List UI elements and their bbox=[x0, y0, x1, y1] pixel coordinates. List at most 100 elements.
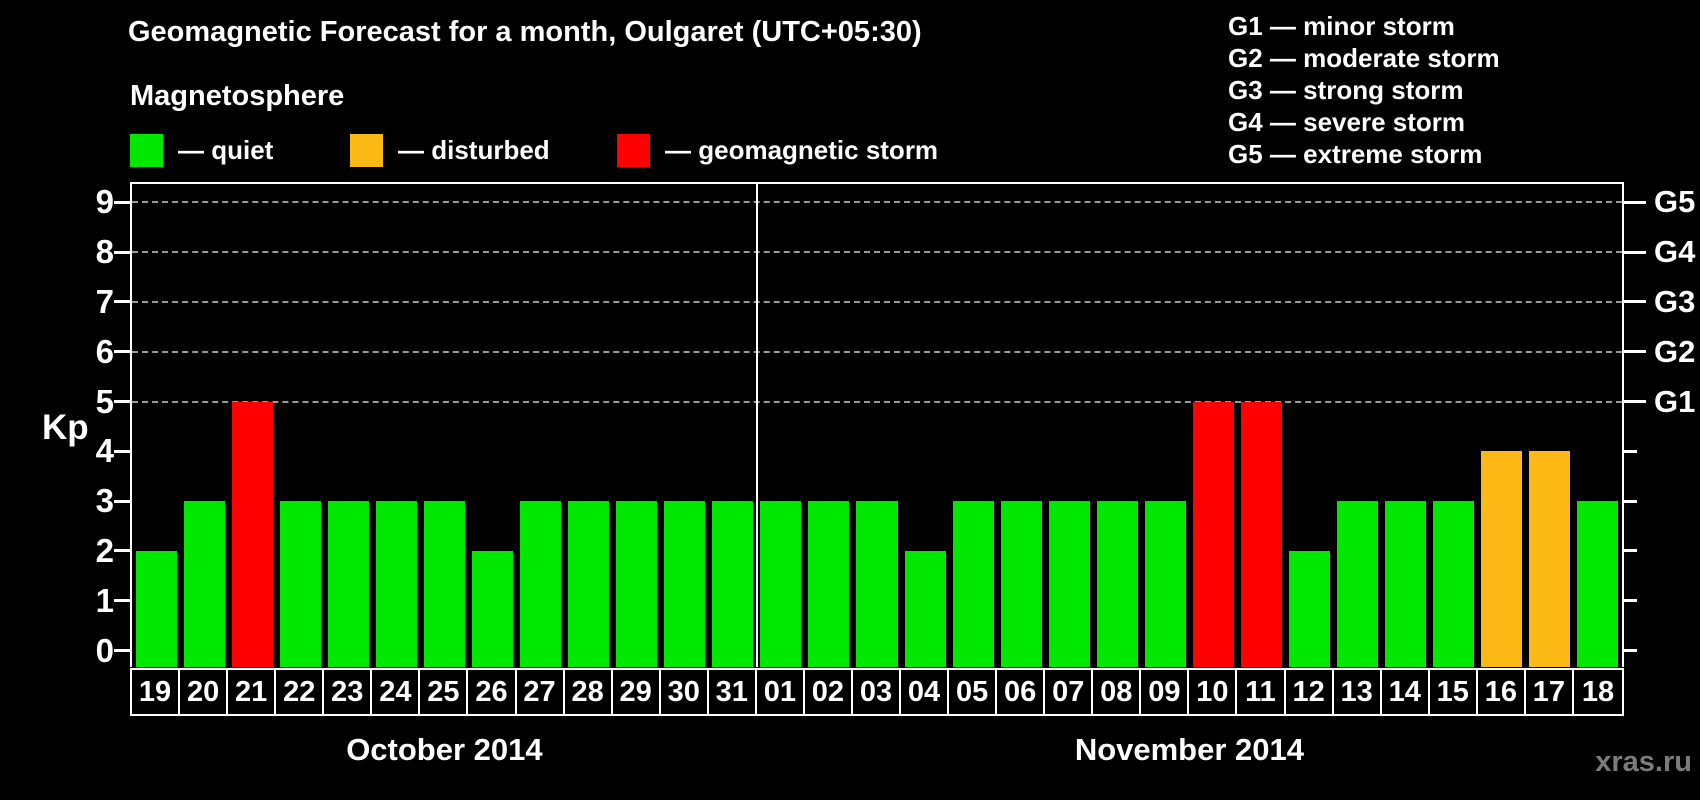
kp-bar-day-31 bbox=[712, 501, 754, 667]
day-cell-24: 24 bbox=[370, 668, 421, 716]
kp-bar-day-14 bbox=[1385, 501, 1427, 667]
y-tick-label: 7 bbox=[95, 282, 114, 320]
day-cell-17: 17 bbox=[1523, 668, 1574, 716]
chart-title: Geomagnetic Forecast for a month, Oulgar… bbox=[128, 16, 922, 48]
month-separator-line bbox=[755, 182, 758, 667]
kp-bar-day-12 bbox=[1289, 550, 1331, 667]
day-cell-30: 30 bbox=[658, 668, 709, 716]
g-axis-label: G5 bbox=[1654, 184, 1696, 220]
day-cell-20: 20 bbox=[178, 668, 229, 716]
kp-bar-day-11 bbox=[1240, 401, 1283, 667]
day-cell-31: 31 bbox=[706, 668, 757, 716]
g4-legend-line: G4 — severe storm bbox=[1228, 107, 1466, 137]
kp-bar-day-03 bbox=[856, 501, 898, 667]
left-tick bbox=[114, 499, 130, 503]
disturbed-legend-label: — disturbed bbox=[398, 135, 550, 165]
day-cell-15: 15 bbox=[1427, 668, 1478, 716]
y-tick-label: 8 bbox=[95, 233, 114, 271]
left-tick bbox=[114, 649, 130, 652]
g-axis-label: G2 bbox=[1654, 333, 1696, 369]
gridline-g5 bbox=[132, 201, 1622, 204]
g1-legend-line: G1 — minor storm bbox=[1228, 11, 1455, 41]
kp-bar-day-24 bbox=[375, 501, 417, 667]
legend-title: Magnetosphere bbox=[130, 80, 345, 112]
left-tick bbox=[114, 200, 130, 204]
day-cell-10: 10 bbox=[1187, 668, 1238, 716]
day-cell-23: 23 bbox=[322, 668, 373, 716]
right-tick bbox=[1624, 649, 1637, 652]
day-cell-19: 19 bbox=[130, 668, 181, 716]
g3-legend-line: G3 — strong storm bbox=[1228, 75, 1464, 105]
day-cell-09: 09 bbox=[1139, 668, 1190, 716]
storm-color-swatch bbox=[617, 134, 650, 167]
day-cell-21: 21 bbox=[226, 668, 277, 716]
left-tick bbox=[114, 449, 130, 453]
kp-bar-day-09 bbox=[1144, 501, 1186, 667]
left-tick bbox=[114, 250, 130, 254]
right-tick bbox=[1624, 300, 1646, 304]
day-cell-01: 01 bbox=[754, 668, 805, 716]
day-cell-27: 27 bbox=[514, 668, 565, 716]
g-axis-label: G1 bbox=[1654, 383, 1696, 419]
storm-legend-label: — geomagnetic storm bbox=[665, 135, 939, 165]
gridline-g3 bbox=[132, 300, 1622, 303]
right-tick bbox=[1624, 250, 1646, 254]
kp-bar-day-17 bbox=[1529, 451, 1571, 667]
day-cell-13: 13 bbox=[1331, 668, 1382, 716]
right-axis-line bbox=[1622, 182, 1624, 667]
right-tick bbox=[1624, 400, 1646, 403]
day-cell-07: 07 bbox=[1043, 668, 1094, 716]
y-tick-label: 4 bbox=[95, 432, 114, 470]
y-tick-label: 6 bbox=[95, 332, 114, 370]
y-tick-label: 2 bbox=[95, 531, 114, 569]
kp-bar-day-19 bbox=[135, 550, 177, 667]
right-tick bbox=[1624, 549, 1637, 553]
kp-bar-day-28 bbox=[568, 501, 610, 667]
kp-bar-day-22 bbox=[279, 501, 321, 667]
kp-bar-day-16 bbox=[1481, 451, 1523, 667]
g-scale-legend: G1 — minor storm G2 — moderate storm G3 … bbox=[1228, 10, 1500, 170]
right-tick bbox=[1624, 449, 1637, 453]
quiet-color-swatch bbox=[130, 134, 163, 167]
left-tick bbox=[114, 400, 130, 403]
kp-bar-day-25 bbox=[423, 501, 465, 667]
day-cell-03: 03 bbox=[850, 668, 902, 716]
g-axis-label: G3 bbox=[1654, 283, 1696, 319]
g5-legend-line: G5 — extreme storm bbox=[1228, 139, 1483, 169]
month-label-november: November 2014 bbox=[1074, 732, 1304, 767]
kp-bar-day-21 bbox=[231, 401, 273, 667]
day-cell-22: 22 bbox=[274, 668, 325, 716]
kp-bar-day-05 bbox=[952, 501, 994, 667]
day-cell-11: 11 bbox=[1235, 668, 1286, 716]
y-axis-line bbox=[130, 182, 132, 667]
kp-bar-day-20 bbox=[183, 501, 225, 667]
right-tick bbox=[1624, 599, 1637, 603]
gridline-g2 bbox=[132, 350, 1622, 353]
kp-bar-day-13 bbox=[1337, 501, 1379, 667]
day-cell-28: 28 bbox=[562, 668, 613, 716]
left-tick bbox=[114, 599, 130, 603]
y-tick-label: 9 bbox=[95, 183, 114, 221]
kp-bar-day-01 bbox=[760, 501, 802, 667]
day-cell-18: 18 bbox=[1571, 668, 1624, 716]
day-cell-02: 02 bbox=[802, 668, 853, 716]
kp-bar-day-23 bbox=[327, 501, 369, 667]
g-axis-label: G4 bbox=[1654, 234, 1696, 270]
kp-bar-day-15 bbox=[1433, 501, 1475, 667]
kp-bar-day-30 bbox=[664, 501, 706, 667]
day-cell-14: 14 bbox=[1379, 668, 1430, 716]
gridline-g4 bbox=[132, 251, 1622, 254]
kp-bar-day-02 bbox=[808, 501, 850, 667]
day-cell-05: 05 bbox=[947, 668, 998, 716]
day-cell-08: 08 bbox=[1091, 668, 1142, 716]
left-tick bbox=[114, 300, 130, 304]
right-tick bbox=[1624, 200, 1646, 204]
kp-bar-day-10 bbox=[1192, 401, 1234, 667]
day-cell-26: 26 bbox=[466, 668, 517, 716]
day-cell-12: 12 bbox=[1283, 668, 1334, 716]
right-tick bbox=[1624, 499, 1637, 503]
left-tick bbox=[114, 549, 130, 553]
y-tick-label: 3 bbox=[95, 482, 114, 520]
